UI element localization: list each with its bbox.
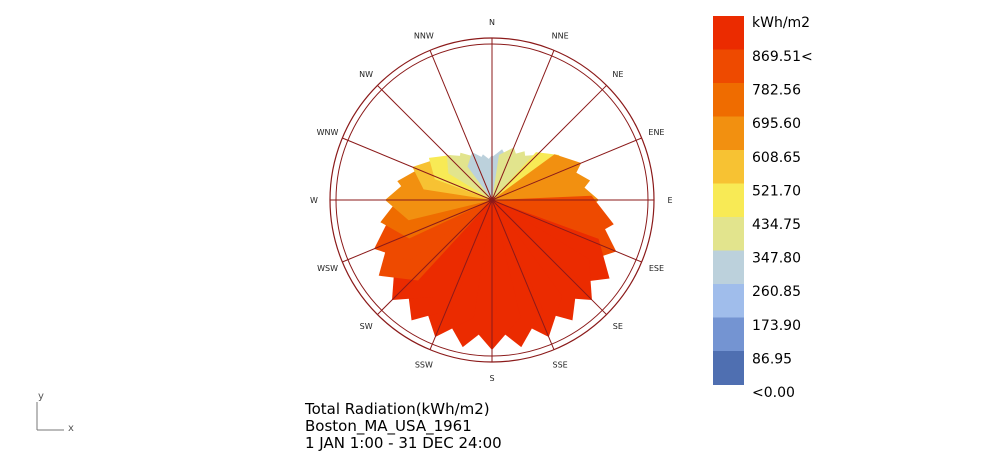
axis-indicator: y x <box>36 391 74 434</box>
legend-swatch-3 <box>713 116 744 151</box>
petal-31 <box>476 154 494 200</box>
direction-label-w: W <box>310 196 318 205</box>
spoke-nw <box>377 85 493 201</box>
legend-label-1: 782.56 <box>752 83 801 99</box>
spoke-sw <box>377 199 493 315</box>
spoke-ne <box>491 85 607 201</box>
spoke-nne <box>491 50 555 201</box>
direction-label-sw: SW <box>360 322 373 331</box>
direction-label-se: SE <box>613 322 623 331</box>
legend-label-4: 521.70 <box>752 183 801 199</box>
legend-label-5: 434.75 <box>752 217 801 233</box>
spoke-ese <box>491 199 642 263</box>
chart-caption: Total Radiation(kWh/m2) Boston_MA_USA_19… <box>305 401 502 452</box>
direction-labels: N NNE NE ENE E ESE SE SSE S SSW SW WSW W WNW NW NNW <box>310 18 672 383</box>
direction-label-s: S <box>489 374 494 383</box>
axis-x-letter: x <box>68 423 74 434</box>
chart-title: Total Radiation(kWh/m2) <box>305 400 490 418</box>
direction-label-nne: NNE <box>552 32 569 41</box>
legend-label-9: 86.95 <box>752 351 792 367</box>
direction-label-wsw: WSW <box>317 264 338 273</box>
direction-spokes <box>330 38 654 362</box>
legend-swatch-10 <box>713 351 744 385</box>
petals-layer <box>374 147 617 350</box>
spoke-sse <box>491 199 555 350</box>
legend-swatch-1 <box>713 49 744 84</box>
legend-label-8: 173.90 <box>752 318 801 334</box>
direction-label-ne: NE <box>612 70 623 79</box>
direction-label-ssw: SSW <box>415 360 433 369</box>
legend-swatch-5 <box>713 183 744 218</box>
direction-label-sse: SSE <box>553 360 568 369</box>
legend-swatch-4 <box>713 150 744 184</box>
direction-label-ene: ENE <box>648 128 664 137</box>
legend-swatch-6 <box>713 217 744 251</box>
spoke-nnw <box>429 50 493 201</box>
chart-location: Boston_MA_USA_1961 <box>305 417 472 435</box>
direction-label-e: E <box>667 196 672 205</box>
legend-label-10: <0.00 <box>752 385 795 401</box>
spoke-ene <box>491 137 642 201</box>
legend-swatch-0 <box>713 16 744 50</box>
direction-label-ese: ESE <box>649 264 664 273</box>
chart-period: 1 JAN 1:00 - 31 DEC 24:00 <box>305 434 502 452</box>
legend-label-2: 695.60 <box>752 116 801 132</box>
direction-label-n: N <box>489 18 495 27</box>
legend-label-6: 347.80 <box>752 251 801 267</box>
spoke-wsw <box>342 199 493 263</box>
legend-unit: kWh/m2 <box>752 15 810 31</box>
spoke-wnw <box>342 137 493 201</box>
legend-swatch-2 <box>713 83 744 117</box>
legend-label-3: 608.65 <box>752 150 801 166</box>
spoke-ssw <box>429 199 493 350</box>
legend-label-7: 260.85 <box>752 284 801 300</box>
direction-label-wnw: WNW <box>317 128 339 137</box>
spoke-se <box>491 199 607 315</box>
axis-y-letter: y <box>38 391 44 402</box>
legend: kWh/m2 869.51< 782.56 695.60 608.65 521.70 434… <box>713 15 813 401</box>
legend-swatch-9 <box>713 317 744 352</box>
direction-label-nw: NW <box>359 70 373 79</box>
direction-label-nnw: NNW <box>414 32 434 41</box>
legend-label-0: 869.51< <box>752 49 813 65</box>
legend-swatch-7 <box>713 250 744 285</box>
legend-swatch-8 <box>713 284 744 318</box>
